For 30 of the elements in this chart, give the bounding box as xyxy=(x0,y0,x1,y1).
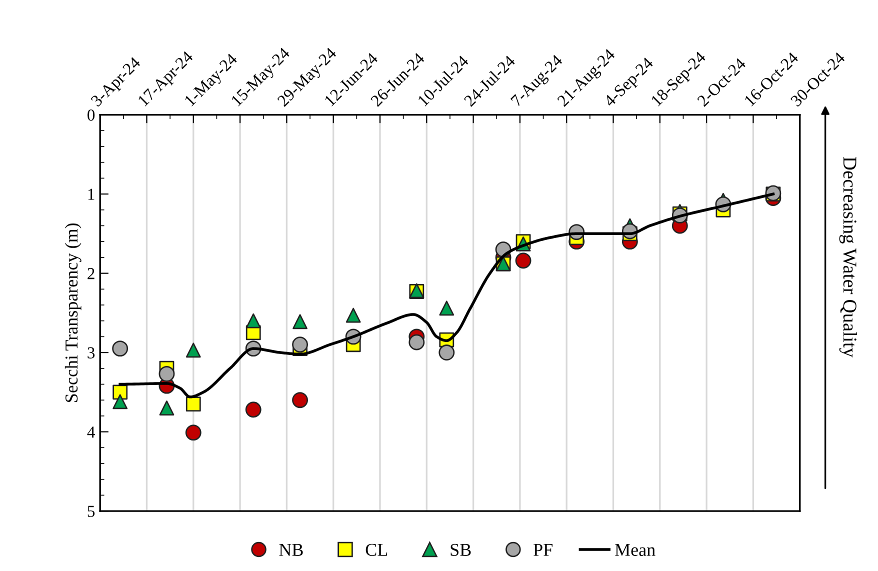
legend-label: NB xyxy=(279,544,303,556)
y-tick-label: 1 xyxy=(88,188,94,200)
point xyxy=(186,342,201,358)
legend-label: PF xyxy=(534,544,552,556)
point xyxy=(159,400,174,416)
point xyxy=(292,336,308,353)
point xyxy=(292,314,308,330)
point xyxy=(186,396,201,412)
point xyxy=(246,313,261,328)
y-axis-title: Secchi Transparency (m) xyxy=(64,223,82,402)
point xyxy=(112,394,128,410)
point xyxy=(346,308,361,323)
legend-label: Mean xyxy=(615,544,656,556)
y-tick-label: 3 xyxy=(88,347,95,358)
y-tick-label: 4 xyxy=(87,426,95,438)
point xyxy=(439,300,454,316)
point xyxy=(292,392,308,408)
point xyxy=(185,424,202,441)
point xyxy=(112,340,128,357)
y-tick-label: 0 xyxy=(88,109,95,121)
point xyxy=(438,344,455,361)
point xyxy=(245,402,262,418)
point xyxy=(408,334,425,350)
y-tick-label: 2 xyxy=(88,268,94,280)
point xyxy=(515,252,532,269)
point xyxy=(158,366,175,382)
y-tick-label: 5 xyxy=(88,506,95,517)
text: Decreasing Water Quality xyxy=(839,156,857,358)
legend-label: SB xyxy=(450,544,471,556)
legend-label: CL xyxy=(366,544,388,556)
